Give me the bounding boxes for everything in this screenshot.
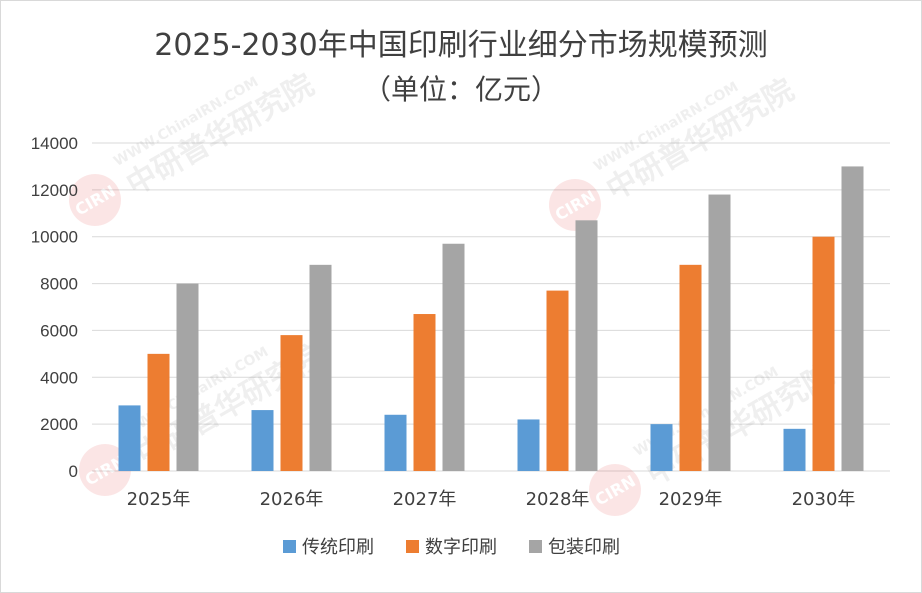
chart-subtitle: （单位：亿元） xyxy=(363,73,559,106)
y-tick-label: 4000 xyxy=(40,368,78,387)
bars xyxy=(118,166,864,472)
watermark-logo-icon xyxy=(549,179,601,231)
x-tick-label: 2029年 xyxy=(659,489,723,510)
watermark-logo-icon xyxy=(79,444,131,496)
legend: 传统印刷 数字印刷 包装印刷 xyxy=(283,537,620,558)
bar-2-1 xyxy=(147,353,170,471)
y-tick-label: 0 xyxy=(69,462,78,481)
legend-label: 数字印刷 xyxy=(425,537,497,558)
y-tick-label: 2000 xyxy=(40,415,78,434)
bar-2-6 xyxy=(812,236,835,471)
bar-3-5 xyxy=(708,194,731,472)
bar-2-5 xyxy=(679,264,702,471)
bar-2-3 xyxy=(413,314,436,471)
bar-3-6 xyxy=(841,166,864,471)
x-tick-label: 2025年 xyxy=(127,489,191,510)
bar-1-4 xyxy=(517,419,540,471)
bar-3-4 xyxy=(575,220,598,471)
bar-3-2 xyxy=(309,264,332,471)
bar-2-4 xyxy=(546,290,569,471)
bar-2-2 xyxy=(280,335,303,471)
bar-1-5 xyxy=(650,424,673,471)
x-axis: 2025年 2026年 2027年 2028年 2029年 2030年 xyxy=(127,489,856,510)
y-tick-label: 6000 xyxy=(40,321,78,340)
bar-3-1 xyxy=(176,283,199,471)
x-tick-label: 2030年 xyxy=(792,489,856,510)
bar-1-2 xyxy=(251,410,274,471)
y-tick-label: 8000 xyxy=(40,275,78,294)
y-axis: 0 2000 4000 6000 8000 10000 12000 14000 xyxy=(31,134,78,481)
chart-title: 2025-2030年中国印刷行业细分市场规模预测 xyxy=(154,28,768,63)
bar-1-3 xyxy=(384,414,407,471)
legend-label: 包装印刷 xyxy=(548,537,620,558)
x-tick-label: 2027年 xyxy=(393,489,457,510)
legend-swatch xyxy=(529,540,542,553)
watermark-logo-icon xyxy=(69,174,121,226)
x-tick-label: 2026年 xyxy=(260,489,324,510)
bar-1-6 xyxy=(783,428,806,471)
bar-1-1 xyxy=(118,405,141,471)
y-tick-label: 10000 xyxy=(31,228,78,247)
legend-swatch xyxy=(406,540,419,553)
legend-label: 传统印刷 xyxy=(302,537,374,558)
bar-3-3 xyxy=(442,243,465,471)
legend-swatch xyxy=(283,540,296,553)
x-tick-label: 2028年 xyxy=(526,489,590,510)
gridlines xyxy=(92,142,890,472)
watermark-logo-icon xyxy=(589,464,641,516)
y-tick-label: 12000 xyxy=(31,181,78,200)
y-tick-label: 14000 xyxy=(31,134,78,153)
